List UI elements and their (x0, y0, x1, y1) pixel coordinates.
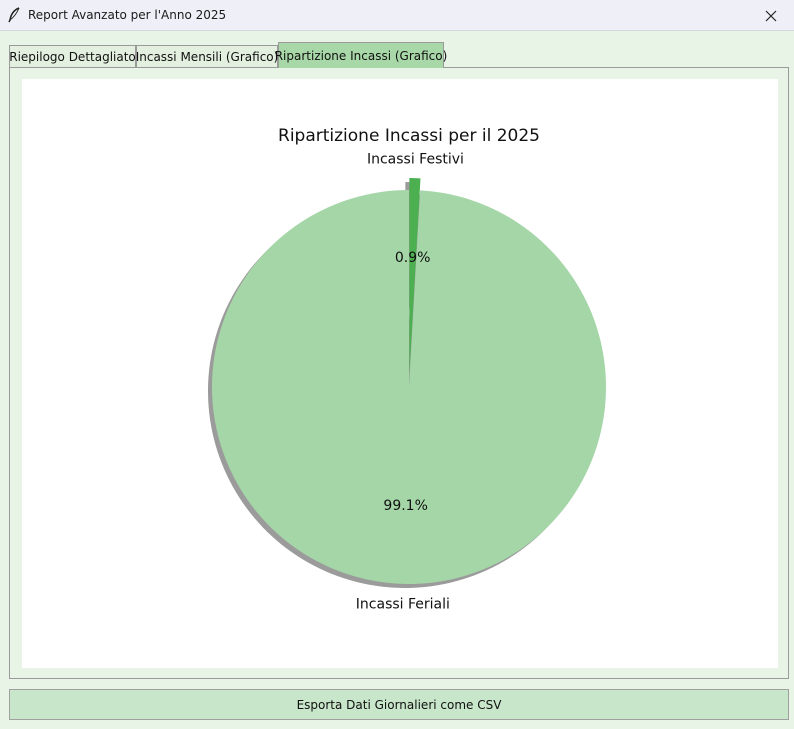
title-bar: Report Avanzato per l'Anno 2025 (0, 0, 794, 31)
tab-label: Riepilogo Dettagliato (9, 49, 136, 64)
chart-title: Ripartizione Incassi per il 2025 (278, 126, 540, 146)
tab-ripartizione-incassi[interactable]: Ripartizione Incassi (Grafico) (275, 42, 447, 68)
export-csv-button[interactable]: Esporta Dati Giornalieri come CSV (9, 689, 789, 720)
slice-label: Incassi Feriali (356, 597, 450, 613)
slice-percent-label: 0.9% (395, 250, 431, 266)
pie-slice-incassi-festivi (409, 178, 421, 376)
tab-content-panel: Ripartizione Incassi per il 2025 Incassi… (9, 67, 789, 679)
feather-icon (8, 7, 20, 23)
tab-label: Ripartizione Incassi (Grafico) (274, 48, 448, 63)
slice-label: Incassi Festivi (367, 151, 464, 167)
window-title: Report Avanzato per l'Anno 2025 (28, 8, 227, 22)
export-csv-label: Esporta Dati Giornalieri come CSV (296, 697, 502, 712)
close-icon (765, 10, 777, 21)
close-button[interactable] (748, 0, 794, 31)
chart-canvas: Ripartizione Incassi per il 2025 Incassi… (22, 79, 778, 668)
tab-label: Incassi Mensili (Grafico) (135, 49, 279, 64)
tab-riepilogo-dettagliato[interactable]: Riepilogo Dettagliato (9, 45, 136, 67)
pie-slice-incassi-feriali (211, 190, 606, 584)
pie-chart: Ripartizione Incassi per il 2025 Incassi… (207, 126, 606, 613)
tab-incassi-mensili[interactable]: Incassi Mensili (Grafico) (136, 45, 278, 67)
slice-percent-label: 99.1% (383, 498, 427, 514)
